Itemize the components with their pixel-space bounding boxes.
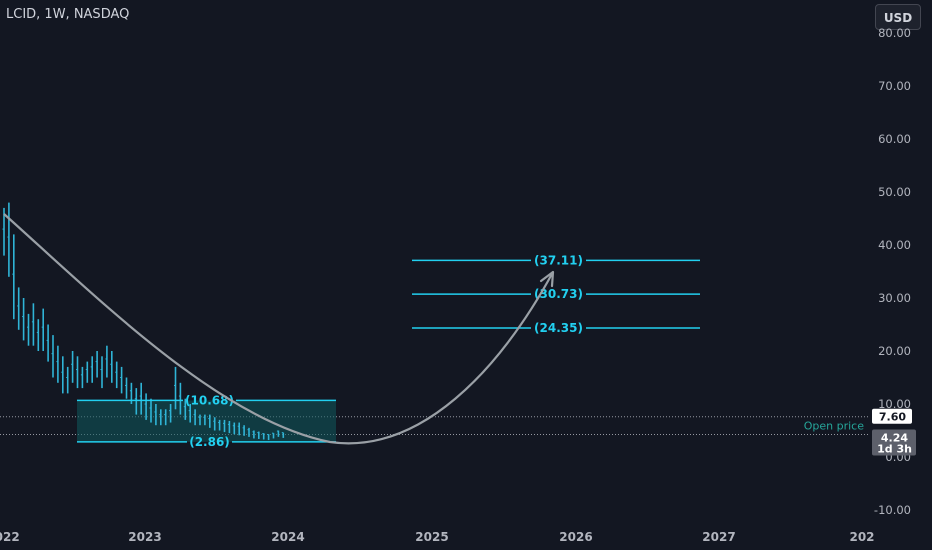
x-tick-label: 2022 (0, 530, 20, 544)
level-label: (24.35) (534, 321, 583, 335)
y-tick-label: 30.00 (878, 291, 911, 305)
current-price-value: 7.60 (879, 411, 906, 424)
currency-button[interactable]: USD (875, 4, 921, 30)
x-tick-label: 2027 (702, 530, 735, 544)
x-tick-label: 202 (849, 530, 874, 544)
y-tick-label: 20.00 (878, 344, 911, 358)
y-tick-label: 60.00 (878, 132, 911, 146)
y-tick-label: 50.00 (878, 185, 911, 199)
y-tick-label: 80.00 (878, 26, 911, 40)
current-price-tag (872, 408, 912, 424)
open-price-tag (872, 429, 916, 456)
countdown-value: 1d 3h (877, 443, 912, 456)
range-box (77, 400, 336, 442)
x-tick-label: 2025 (415, 530, 448, 544)
open-price-label: Open price (804, 420, 864, 433)
open-price-value: 4.24 (881, 432, 908, 445)
level-label: (37.11) (534, 253, 583, 267)
y-tick-label: 40.00 (878, 238, 911, 252)
x-tick-label: 2026 (559, 530, 592, 544)
level-label: (10.68) (185, 393, 234, 407)
x-tick-label: 2024 (271, 530, 304, 544)
level-label: (2.86) (189, 435, 230, 449)
y-tick-label: 10.00 (878, 397, 911, 411)
projection-curve (3, 213, 554, 445)
y-tick-label: -10.00 (874, 503, 911, 517)
chart-title: LCID, 1W, NASDAQ (6, 7, 130, 22)
arrow-head (539, 270, 555, 288)
y-tick-label: 70.00 (878, 79, 911, 93)
x-tick-label: 2023 (128, 530, 161, 544)
level-label: (30.73) (534, 287, 583, 301)
